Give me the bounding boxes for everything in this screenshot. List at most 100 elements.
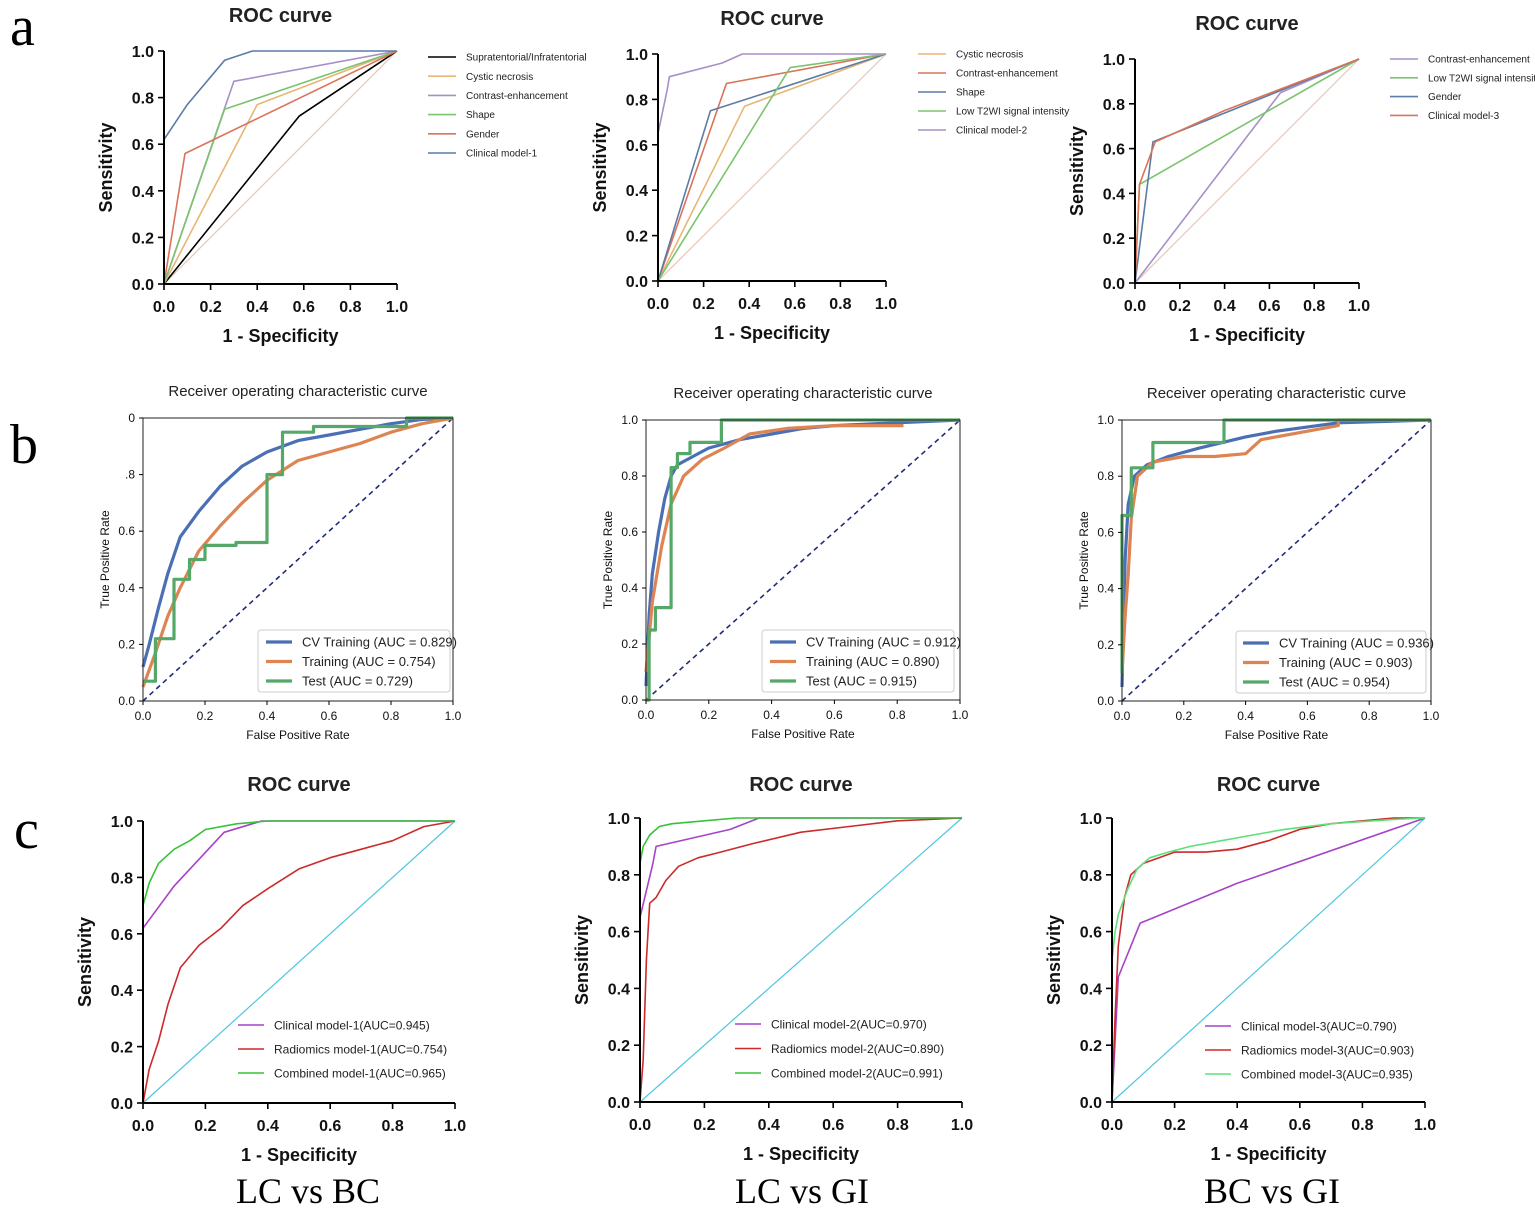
- x-tick-label: 0.2: [199, 299, 221, 316]
- legend: Cystic necrosis Contrast-enhancement Shape…: [918, 50, 1069, 137]
- y-tick-label: 1.0: [621, 413, 638, 427]
- x-axis-label: 1 - Specificity: [714, 323, 830, 343]
- legend: Clinical model-1(AUC=0.945) Radiomics mod…: [238, 1018, 447, 1080]
- x-tick-label: 0.0: [647, 296, 669, 313]
- x-tick-label: 1.0: [875, 296, 897, 313]
- series-line-4: [163, 50, 398, 285]
- series-line-2: [644, 424, 904, 673]
- y-tick-label: 0.0: [132, 277, 154, 294]
- x-axis-label: 1 - Specificity: [222, 326, 338, 346]
- x-tick-label: 1.0: [1414, 1117, 1436, 1134]
- chart-title: ROC curve: [229, 5, 332, 27]
- y-tick-label: 0.4: [626, 183, 648, 200]
- x-tick-label: 1.0: [951, 1117, 973, 1134]
- x-tick-label: 0.8: [886, 1117, 908, 1134]
- x-axis-label: 1 - Specificity: [1189, 325, 1305, 345]
- y-tick-label: 1.0: [111, 814, 133, 831]
- reference-diagonal: [657, 53, 887, 282]
- chart-title: ROC curve: [720, 8, 823, 30]
- y-tick-label: 0.4: [621, 581, 638, 595]
- x-axis-label: 1 - Specificity: [241, 1145, 357, 1165]
- chart-a2: ROC curve 0.0 0.2 0.4 0.6 0.8 1.0 0.0 0.2 0.4 0.6 0…: [590, 8, 1069, 343]
- x-tick-label: 0.0: [132, 1118, 154, 1135]
- reference-diagonal: [1121, 419, 1432, 702]
- legend-label-2: Radiomics model-2(AUC=0.890): [771, 1042, 944, 1056]
- legend-label-3: Contrast-enhancement: [466, 91, 568, 102]
- y-axis-label: True Positive Rate: [601, 511, 615, 610]
- y-tick-label: 0.2: [608, 1038, 630, 1055]
- y-tick-label: 0.0: [626, 274, 648, 291]
- reference-diagonal: [1111, 817, 1426, 1103]
- x-tick-label: 0.2: [197, 709, 214, 723]
- y-axis-label: Sensitivity: [590, 122, 610, 212]
- y-tick-label: 0: [128, 411, 135, 425]
- legend: Clinical model-2(AUC=0.970) Radiomics mod…: [735, 1017, 944, 1080]
- legend-label-5: Clinical model-2: [956, 126, 1028, 137]
- x-tick-label: 0.8: [1351, 1117, 1373, 1134]
- y-tick-label: 0.6: [1080, 925, 1102, 942]
- row-letter-a: a: [10, 0, 35, 58]
- x-tick-label: 1.0: [952, 708, 969, 722]
- legend-label-3: Shape: [956, 88, 985, 99]
- x-tick-label: 0.6: [1299, 709, 1316, 723]
- chart-title: Receiver operating characteristic curve: [1147, 385, 1406, 402]
- legend-label-5: Gender: [466, 129, 500, 140]
- reference-diagonal: [639, 817, 963, 1103]
- caption-lc-vs-bc: LC vs BC: [236, 1171, 380, 1211]
- x-tick-label: 0.4: [738, 296, 760, 313]
- y-tick-label: 0.6: [1103, 142, 1125, 159]
- series-line-4: [1134, 58, 1360, 284]
- y-axis-label: Sensitivity: [75, 917, 95, 1007]
- x-axis-label: False Positive Rate: [1225, 728, 1329, 742]
- y-tick-label: 0.2: [626, 229, 648, 246]
- x-axis-label: False Positive Rate: [751, 727, 855, 741]
- x-tick-label: 0.0: [629, 1117, 651, 1134]
- y-tick-label: 0.2: [111, 1040, 133, 1057]
- y-axis-label: True Positive Rate: [98, 510, 112, 609]
- chart-c3: ROC curve 0.0 0.2 0.4 0.6 0.8 1.0 0.0 0.2 0.4 0.6 0…: [1044, 774, 1436, 1164]
- chart-c2: ROC curve 0.0 0.2 0.4 0.6 0.8 1.0 0.0 0.2 0.4 0.6 0…: [572, 774, 973, 1164]
- legend-label-1: Clinical model-2(AUC=0.970): [771, 1017, 927, 1031]
- legend-label-2: Training (AUC = 0.903): [1279, 655, 1413, 670]
- y-tick-label: 0.8: [132, 91, 154, 108]
- y-tick-label: 0.0: [1103, 276, 1125, 293]
- legend: Supratentorial/Infratentorial Cystic necr…: [428, 53, 587, 160]
- y-tick-label: 0.0: [118, 694, 135, 708]
- y-tick-label: 0.8: [1097, 469, 1114, 483]
- legend-label-1: Clinical model-3(AUC=0.790): [1241, 1019, 1397, 1033]
- legend: Clinical model-3(AUC=0.790) Radiomics mod…: [1205, 1019, 1414, 1081]
- x-tick-label: 0.8: [829, 296, 851, 313]
- y-tick-label: 0.0: [608, 1095, 630, 1112]
- x-tick-label: 0.6: [826, 708, 843, 722]
- y-tick-label: .8: [125, 468, 135, 482]
- x-tick-label: 1.0: [445, 709, 462, 723]
- y-axis-label: True Positive Rate: [1077, 511, 1091, 610]
- legend-label-2: Cystic necrosis: [466, 72, 533, 83]
- x-tick-label: 0.8: [1303, 298, 1325, 315]
- legend-label-6: Clinical model-1: [466, 149, 538, 160]
- y-tick-label: 0.6: [1097, 525, 1114, 539]
- legend-label-1: Cystic necrosis: [956, 50, 1023, 61]
- legend: CV Training (AUC = 0.829) Training (AUC =…: [257, 629, 457, 693]
- chart-b1: Receiver operating characteristic curve 0…: [98, 383, 462, 742]
- reference-diagonal: [645, 419, 961, 701]
- caption-lc-vs-gi: LC vs GI: [735, 1171, 869, 1211]
- x-tick-label: 0.8: [1361, 709, 1378, 723]
- x-tick-label: 0.4: [1226, 1117, 1248, 1134]
- y-tick-label: 0.2: [132, 230, 154, 247]
- y-tick-label: 0.0: [111, 1096, 133, 1113]
- chart-b3: Receiver operating characteristic curve 0…: [1077, 385, 1440, 742]
- x-tick-label: 0.4: [1213, 298, 1235, 315]
- legend-label-3: Combined model-3(AUC=0.935): [1241, 1067, 1413, 1081]
- legend-label-3: Test (AUC = 0.915): [806, 674, 917, 689]
- series-line-3: [1120, 418, 1431, 673]
- chart-b2: Receiver operating characteristic curve 0…: [601, 385, 969, 741]
- x-tick-label: 0.4: [1237, 709, 1254, 723]
- x-tick-label: 0.0: [135, 709, 152, 723]
- y-axis-label: Sensitivity: [572, 915, 592, 1005]
- series-line-3: [639, 817, 962, 1102]
- legend-label-2: Low T2WI signal intensity: [1428, 73, 1535, 84]
- y-tick-label: 1.0: [626, 47, 648, 64]
- y-tick-label: 1.0: [132, 44, 154, 61]
- x-tick-label: 0.6: [319, 1118, 341, 1135]
